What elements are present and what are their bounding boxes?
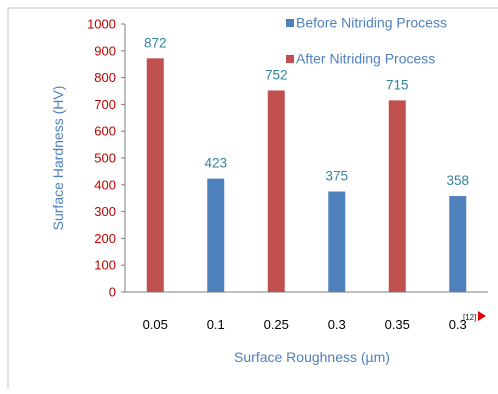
data-label: 375 <box>325 169 348 184</box>
y-tick-label: 100 <box>94 258 116 273</box>
legend-label-after: After Nitriding Process <box>296 51 435 67</box>
y-axis-title-text: Surface Hardness (HV) <box>50 86 66 231</box>
data-label: 715 <box>386 77 409 92</box>
legend-swatch-before <box>286 19 294 27</box>
x-tick-label: 0.05 <box>143 317 168 332</box>
bar-before <box>328 191 346 292</box>
y-tick-label: 600 <box>94 124 116 139</box>
data-label: 358 <box>446 173 469 188</box>
data-label: 872 <box>144 35 167 50</box>
y-tick-label: 700 <box>94 97 116 112</box>
y-tick-label: 800 <box>94 70 116 85</box>
legend-label-before: Before Nitriding Process <box>296 15 447 31</box>
data-label: 423 <box>204 156 227 171</box>
y-axis-ticks <box>121 23 125 293</box>
bar-after <box>388 100 406 292</box>
reference-mark: [12] <box>463 313 476 322</box>
y-tick-label: 0 <box>109 285 116 300</box>
y-tick-label: 300 <box>94 204 116 219</box>
bars <box>146 58 467 293</box>
x-axis-title-text: Surface Roughness (µm) <box>234 349 390 365</box>
data-label: 752 <box>265 67 288 82</box>
y-tick-label: 500 <box>94 151 116 166</box>
x-axis-tick-labels: 0.05 0.1 0.25 0.3 0.35 0.3 <box>143 317 467 332</box>
x-tick-label: 0.3 <box>328 317 346 332</box>
y-axis-tick-labels: 0 100 200 300 400 500 600 700 800 900 1000 <box>87 17 116 300</box>
y-tick-label: 900 <box>94 43 116 58</box>
legend-swatch-after <box>286 55 294 63</box>
x-tick-label: 0.1 <box>207 317 225 332</box>
x-tick-label: 0.3 <box>449 317 467 332</box>
data-labels: 872 423 752 375 715 358 <box>144 35 469 188</box>
y-tick-label: 1000 <box>87 17 116 32</box>
x-tick-label: 0.25 <box>264 317 289 332</box>
bar-after <box>146 58 164 292</box>
legend: Before Nitriding Process After Nitriding… <box>286 15 447 67</box>
red-arrow-marker <box>478 311 486 321</box>
x-tick-label: 0.35 <box>385 317 410 332</box>
y-tick-label: 400 <box>94 177 116 192</box>
y-tick-label: 200 <box>94 231 116 246</box>
y-axis-title: Surface Hardness (HV) <box>50 86 66 231</box>
x-axis-title: Surface Roughness (µm) <box>234 349 390 365</box>
bar-after <box>267 90 285 293</box>
bar-before <box>449 196 467 292</box>
bar-before <box>207 178 225 292</box>
